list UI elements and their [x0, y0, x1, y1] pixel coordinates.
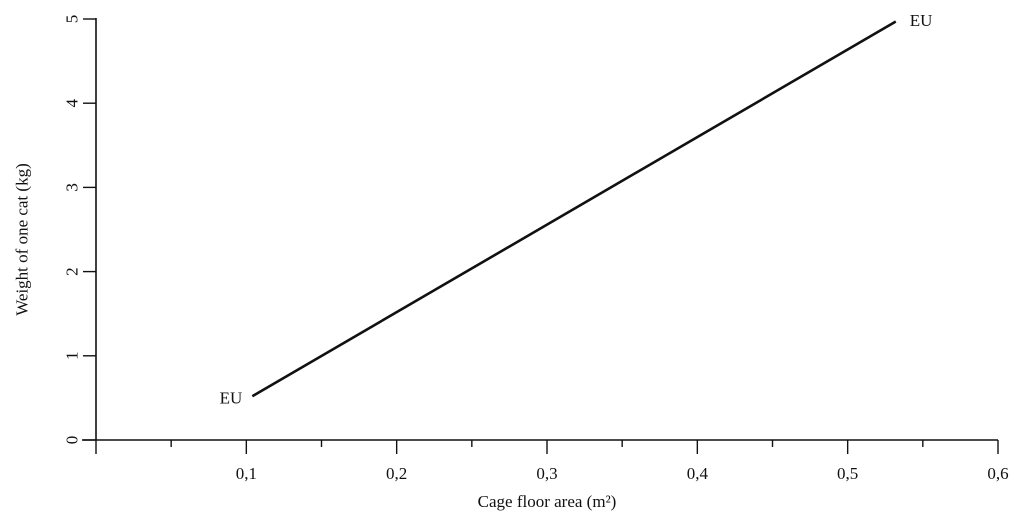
y-axis-label: Weight of one cat (kg) [13, 163, 32, 316]
y-tick-label: 4 [63, 98, 82, 107]
y-tick-label: 0 [63, 436, 82, 445]
eu-annotation-end: EU [910, 11, 933, 30]
x-tick-label: 0,5 [837, 464, 858, 483]
x-ticks: 0,1 0,2 0,3 0,4 0,5 0,6 [95, 440, 1009, 483]
x-tick-label: 0,1 [236, 464, 257, 483]
x-tick-label: 0,4 [687, 464, 709, 483]
x-tick-label: 0,2 [386, 464, 407, 483]
x-tick-label: 0,6 [987, 464, 1008, 483]
y-tick-label: 3 [63, 183, 82, 192]
series-line-0 [251, 20, 897, 398]
x-tick-label: 0,3 [536, 464, 557, 483]
y-tick-label: 2 [63, 267, 82, 276]
x-axis-label: Cage floor area (m²) [478, 492, 617, 511]
series-group [251, 20, 897, 398]
eu-annotation-start: EU [220, 389, 243, 408]
y-tick-label: 5 [63, 15, 82, 24]
annotations: EU EU [220, 11, 933, 408]
y-ticks: 0 1 2 3 4 5 [63, 15, 96, 445]
y-tick-label: 1 [63, 352, 82, 361]
axes [82, 18, 998, 441]
